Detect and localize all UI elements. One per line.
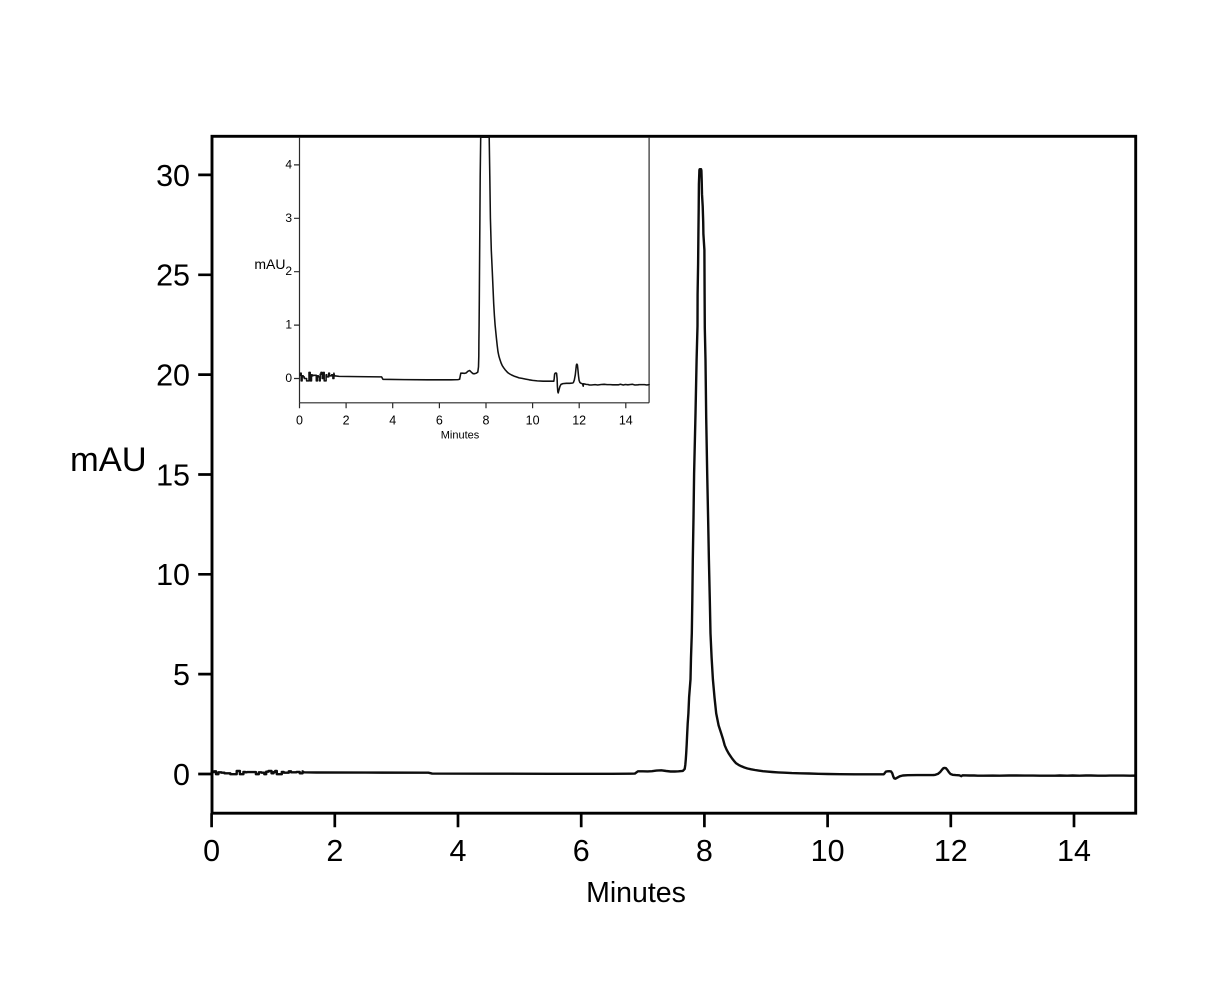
svg-text:0: 0 <box>296 414 303 428</box>
svg-text:2: 2 <box>343 414 350 428</box>
svg-text:5: 5 <box>173 658 190 692</box>
svg-text:6: 6 <box>436 414 443 428</box>
svg-text:4: 4 <box>285 157 292 171</box>
svg-text:10: 10 <box>526 414 540 428</box>
svg-text:6: 6 <box>573 834 590 868</box>
svg-text:Minutes: Minutes <box>586 877 686 909</box>
svg-text:mAU: mAU <box>254 256 285 272</box>
svg-text:14: 14 <box>1057 834 1091 868</box>
svg-text:0: 0 <box>285 371 292 385</box>
svg-text:20: 20 <box>156 359 190 393</box>
svg-text:mAU: mAU <box>70 441 147 479</box>
svg-text:4: 4 <box>450 834 467 868</box>
svg-text:3: 3 <box>285 211 292 225</box>
svg-text:2: 2 <box>285 264 292 278</box>
svg-text:12: 12 <box>572 414 586 428</box>
svg-text:0: 0 <box>173 758 190 792</box>
svg-text:8: 8 <box>483 414 490 428</box>
svg-text:2: 2 <box>326 834 343 868</box>
svg-text:0: 0 <box>203 834 220 868</box>
svg-text:10: 10 <box>811 834 845 868</box>
svg-text:Minutes: Minutes <box>441 430 480 442</box>
svg-text:14: 14 <box>619 414 633 428</box>
svg-text:4: 4 <box>389 414 396 428</box>
svg-text:15: 15 <box>156 458 190 492</box>
svg-text:1: 1 <box>285 318 292 332</box>
svg-text:30: 30 <box>156 159 190 193</box>
svg-text:8: 8 <box>696 834 713 868</box>
svg-text:12: 12 <box>934 834 968 868</box>
svg-text:25: 25 <box>156 259 190 293</box>
svg-text:10: 10 <box>156 558 190 592</box>
